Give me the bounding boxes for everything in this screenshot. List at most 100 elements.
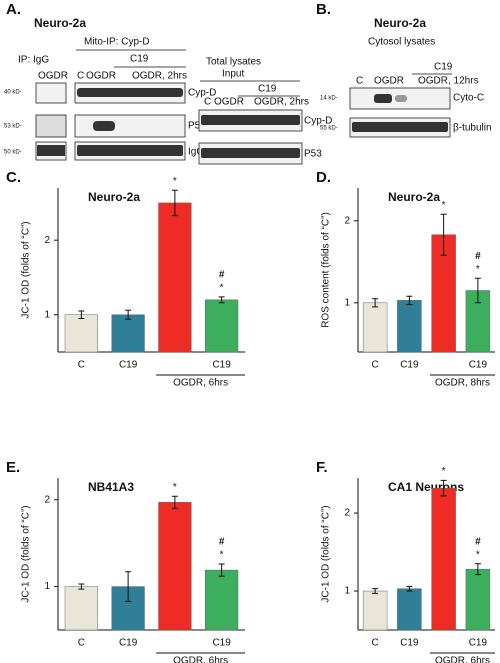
lane-label: OGDR, 2hrs [254, 97, 309, 108]
y-axis-label: JC-1 OD (folds of “C”) [321, 505, 332, 602]
ip-heading: Mito-IP: Cyp-D [84, 37, 150, 48]
error-bar [474, 277, 481, 304]
error-bar [171, 189, 178, 217]
significance-hash: # [219, 269, 225, 280]
x-tick-label: C [78, 360, 85, 371]
chart-title: Neuro-2a [388, 190, 440, 204]
chart-title: Neuro-2a [88, 190, 140, 204]
significance-hash: # [475, 536, 481, 547]
error-bar [125, 571, 132, 602]
row-label: P53 [304, 149, 322, 160]
lane-label: C [77, 71, 84, 82]
drug-label: C19 [434, 62, 453, 73]
row-label: P53 [188, 121, 206, 132]
bar [205, 569, 239, 631]
significance-star: * [173, 482, 177, 493]
error-bar [125, 309, 132, 320]
error-bar [440, 213, 447, 256]
error-bar [171, 495, 178, 509]
y-axis-label: JC-1 OD (folds of “C”) [21, 221, 32, 318]
bar [158, 202, 192, 353]
bar [362, 302, 388, 353]
band [93, 121, 115, 131]
significance-star: * [476, 549, 480, 560]
lane-label: C [356, 76, 363, 87]
y-tick-label: 1 [344, 586, 350, 597]
x-tick-label: C19 [212, 638, 231, 649]
x-tick-label: C19 [212, 360, 231, 371]
bar [397, 300, 422, 353]
y-tick-label: 2 [344, 215, 350, 226]
drug-label: C19 [258, 84, 277, 95]
row-label: Cyto-C [453, 93, 484, 104]
x-tick-label: C [78, 638, 85, 649]
input-heading: Total lysates [206, 57, 261, 68]
marker: 55 kD- [320, 126, 338, 132]
blot [74, 114, 186, 138]
lane-label: C [204, 97, 211, 108]
error-bar [406, 585, 413, 592]
x-tick-label: C19 [119, 360, 138, 371]
marker: 40 kD- [4, 90, 22, 96]
treatment-label: OGDR, 6hrs [173, 378, 228, 389]
x-tick-label: C19 [400, 360, 419, 371]
y-tick-label: 2 [344, 508, 350, 519]
y-tick-label: 2 [44, 235, 50, 246]
y-tick-label: 2 [44, 494, 50, 505]
error-bar [372, 298, 379, 308]
significance-star: * [442, 200, 446, 211]
significance-star: * [442, 466, 446, 477]
bar [205, 299, 239, 353]
blot [35, 82, 67, 104]
y-axis-label: JC-1 OD (folds of “C”) [21, 505, 32, 602]
bar [158, 502, 192, 631]
panel-letter: B. [316, 1, 331, 18]
significance-hash: # [219, 537, 225, 548]
error-bar [474, 563, 481, 576]
lane-label: OGDR [214, 97, 244, 108]
bar [111, 314, 145, 353]
panel-letter: A. [6, 1, 21, 18]
band [395, 95, 407, 102]
band [374, 94, 392, 103]
row-label: Cyp-D [188, 88, 216, 99]
y-tick-label: 1 [344, 297, 350, 308]
treatment-label: OGDR, 6hrs [173, 656, 228, 663]
panel-subtitle: Cytosol lysates [368, 37, 435, 48]
y-axis-label: ROS content (folds of “C”) [321, 212, 332, 328]
lane-label: OGDR [374, 76, 404, 87]
lane-label: OGDR [38, 71, 68, 82]
marker: 14 kD- [320, 96, 338, 102]
error-bar [218, 563, 225, 577]
treatment-label: OGDR, 8hrs [435, 378, 490, 389]
drug-label: C19 [130, 54, 149, 65]
bar [397, 588, 422, 631]
panel-title: Neuro-2a [374, 16, 426, 30]
band [77, 145, 183, 156]
x-tick-label: C19 [119, 638, 138, 649]
chart-title: NB41A3 [88, 480, 134, 494]
panel-letter: E. [6, 459, 20, 476]
row-label: β-tubulin [453, 123, 492, 134]
band [77, 88, 183, 97]
marker: 53 kD- [4, 124, 22, 130]
panel-title: Neuro-2a [34, 16, 86, 30]
panel-letter: F. [316, 459, 328, 476]
lane-label: OGDR, 2hrs [132, 71, 187, 82]
bar [362, 590, 388, 631]
error-bar [372, 588, 379, 594]
significance-star: * [476, 264, 480, 275]
significance-star: * [220, 550, 224, 561]
significance-star: * [220, 282, 224, 293]
blot [35, 114, 67, 138]
x-tick-label: C [372, 638, 379, 649]
treatment-label: OGDR, 6hrs [435, 656, 490, 663]
error-bar [78, 310, 85, 319]
bar [64, 314, 98, 353]
significance-hash: # [475, 251, 481, 262]
ip-control: IP: IgG [18, 55, 49, 66]
panel-letter: C. [6, 169, 21, 186]
x-tick-label: C19 [469, 360, 488, 371]
significance-star: * [173, 176, 177, 187]
